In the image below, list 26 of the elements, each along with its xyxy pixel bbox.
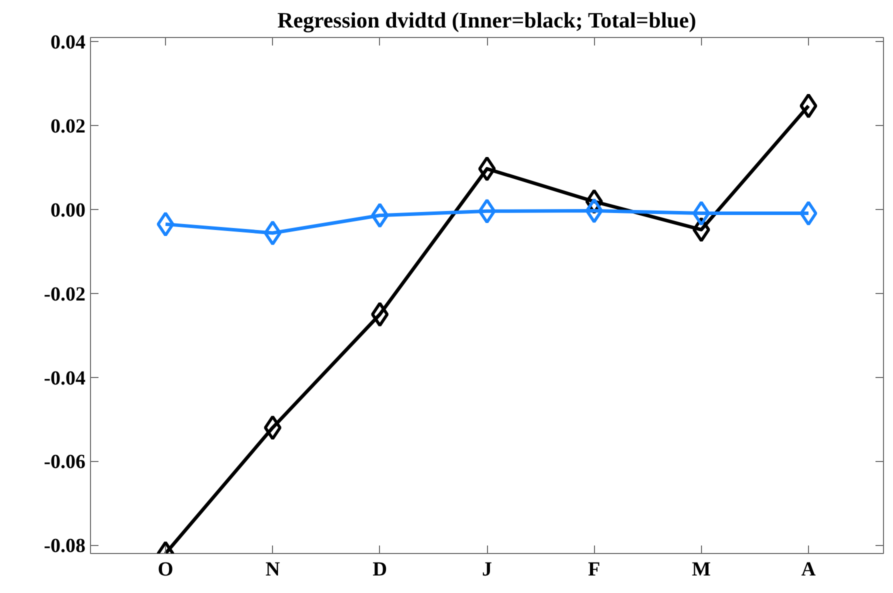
x-tick-label: A [801,558,816,580]
point [585,198,603,224]
point [478,198,496,224]
y-tick-label: -0.02 [44,283,86,306]
x-tick-label: D [372,558,388,580]
point [478,156,496,182]
y-tick-label: -0.08 [44,535,86,558]
x-tick-label: F [588,558,600,580]
chart-title: Regression dvidtd (Inner=black; Total=blue) [277,8,696,32]
point [800,93,818,118]
point [692,200,710,226]
y-tick-label: 0.04 [50,32,86,54]
y-tick-label: -0.04 [44,367,86,390]
point [264,415,282,440]
point [800,200,818,226]
point [156,212,174,237]
y-tick-label: 0.02 [50,116,86,138]
x-tick-label: O [158,558,174,580]
x-tick-label: M [692,558,711,580]
y-tick-label: -0.06 [44,451,86,474]
point [264,220,282,246]
y-tick-label: 0.00 [50,200,86,222]
point [371,202,389,228]
x-tick-label: N [265,558,280,580]
x-tick-label: J [482,558,492,580]
point [371,302,389,327]
